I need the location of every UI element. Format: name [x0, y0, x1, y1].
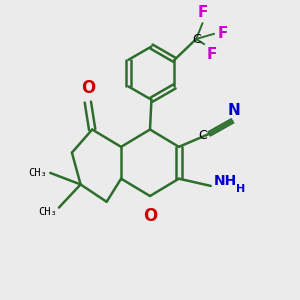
Text: C: C: [192, 32, 200, 46]
Text: N: N: [227, 103, 240, 118]
Text: F: F: [207, 46, 217, 62]
Text: CH₃: CH₃: [28, 168, 47, 178]
Text: F: F: [197, 5, 208, 20]
Text: NH: NH: [214, 174, 237, 188]
Text: C: C: [198, 129, 207, 142]
Text: F: F: [218, 26, 228, 41]
Text: CH₃: CH₃: [38, 207, 57, 217]
Text: O: O: [143, 207, 157, 225]
Text: H: H: [236, 184, 245, 194]
Text: O: O: [81, 79, 95, 97]
